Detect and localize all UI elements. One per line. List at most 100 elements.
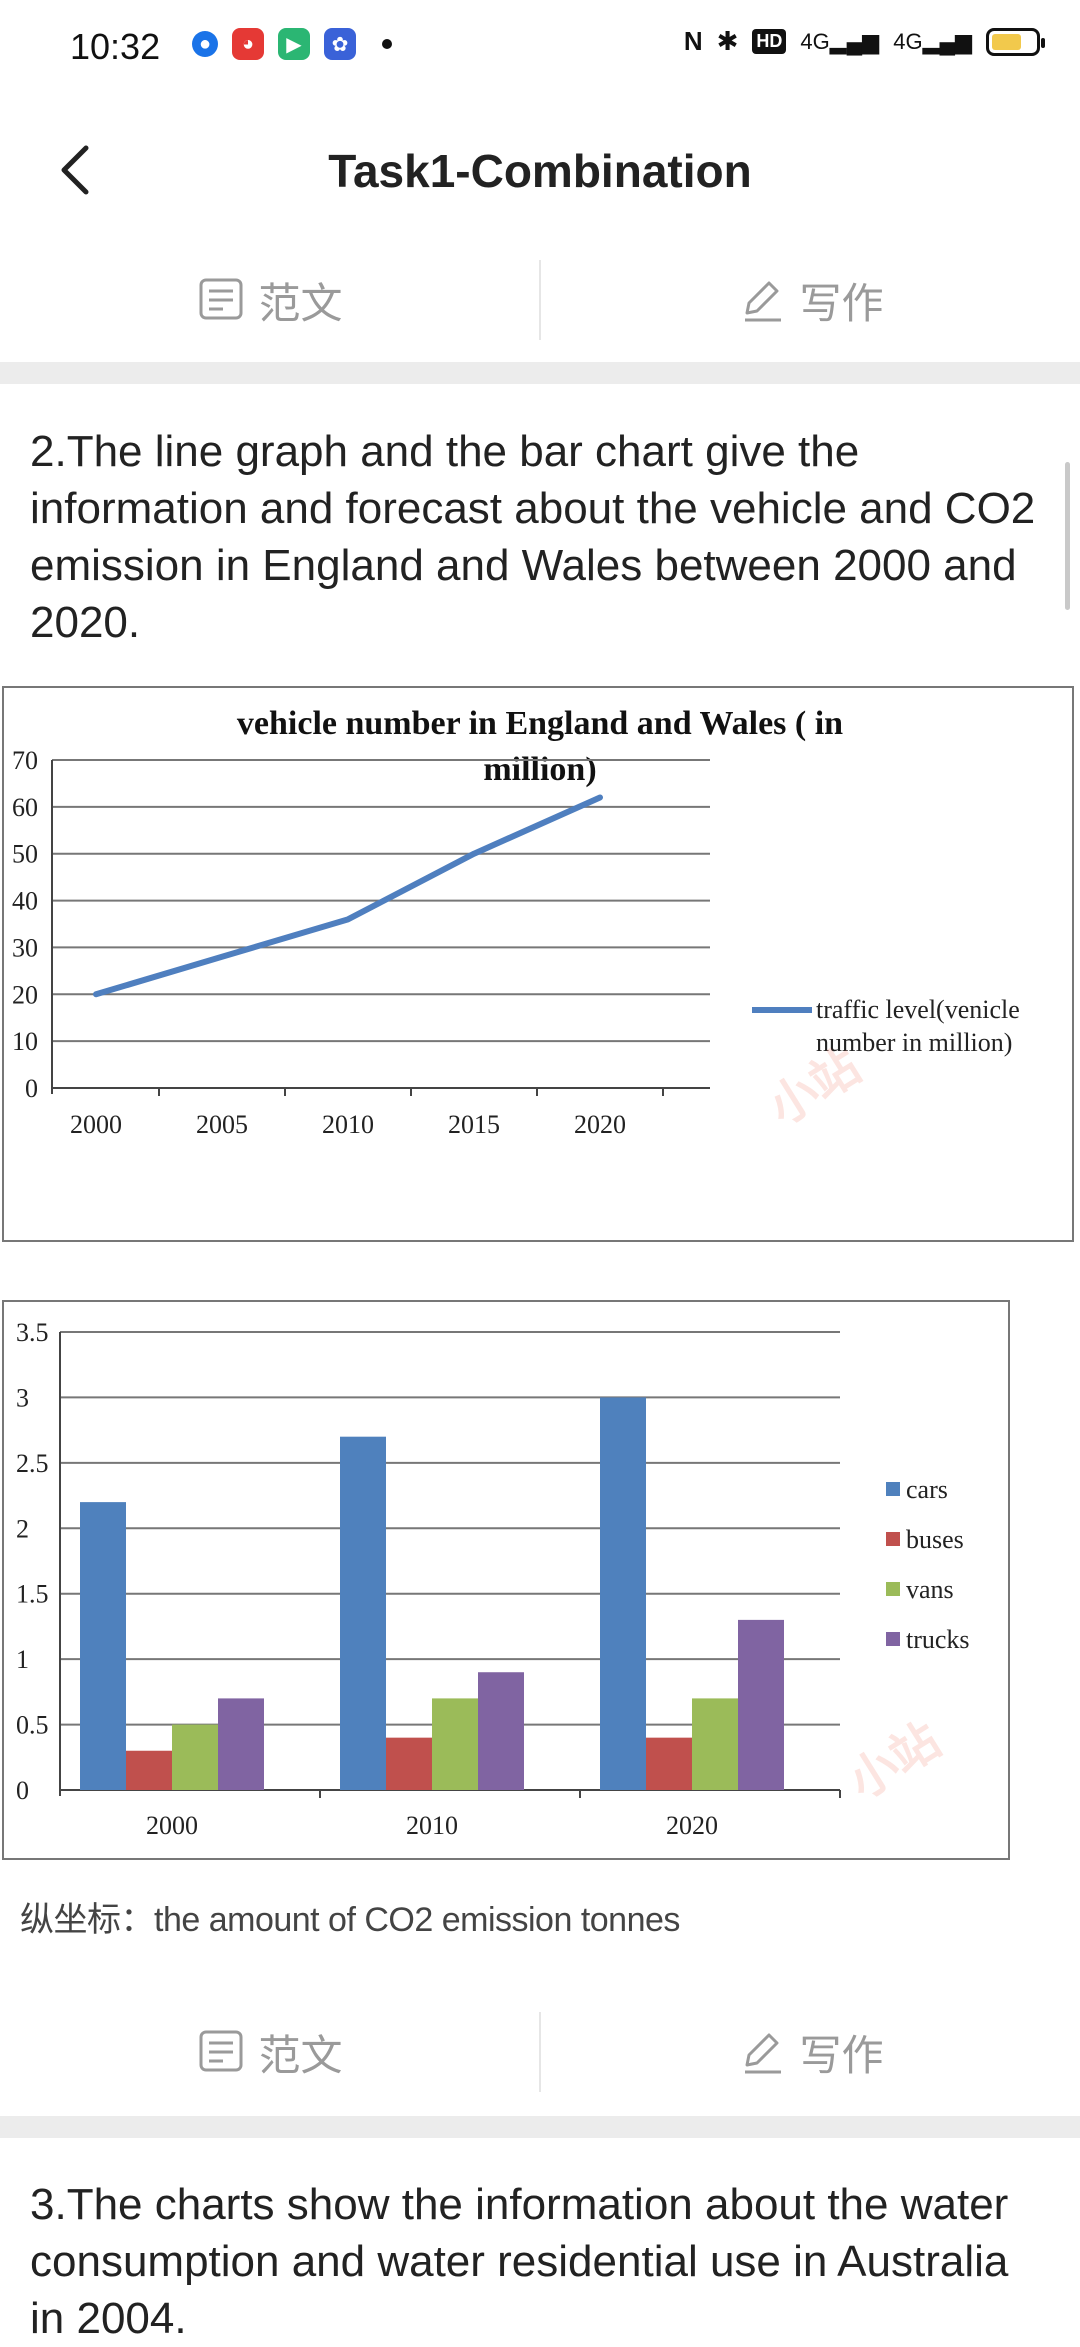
page-title: Task1-Combination — [328, 145, 752, 197]
x-tick-label: 2010 — [322, 1110, 374, 1139]
y-tick-label: 40 — [12, 887, 38, 916]
y-tick-label: 20 — [12, 980, 38, 1009]
app-paw-icon: ✿ — [324, 28, 356, 60]
y-tick-label: 1 — [16, 1645, 29, 1674]
series-point — [473, 853, 475, 855]
bar-trucks-2010 — [478, 1672, 524, 1790]
bar-cars-2000 — [80, 1502, 126, 1790]
chart-title-line: vehicle number in England and Wales ( in — [237, 705, 843, 742]
x-tick-label: 2020 — [666, 1811, 718, 1840]
status-time: 10:32 — [70, 26, 161, 67]
y-tick-label: 2.5 — [16, 1449, 49, 1478]
more-notifications-dot-icon — [382, 39, 392, 49]
legend-label-trucks: trucks — [906, 1625, 970, 1654]
section-separator-2 — [0, 2116, 1080, 2138]
signal-2-icon: 4G▂▄▆ — [893, 28, 972, 54]
series-point — [221, 956, 223, 958]
question-3-text: 3.The charts show the information about … — [30, 2180, 1009, 2343]
y-tick-label: 3.5 — [16, 1318, 49, 1347]
status-bar: 10:32 ● ◕ ▶ ✿ N ✱ HD 4G▂▄▆ 4G▂▄▆ — [0, 0, 1080, 96]
sample-essay-label-2: 范文 — [258, 2031, 343, 2079]
action-divider-2 — [539, 2012, 541, 2092]
y-tick-label: 0 — [25, 1074, 38, 1103]
document-icon — [199, 278, 243, 320]
bar-vans-2010 — [432, 1698, 478, 1790]
legend-swatch-cars — [886, 1482, 900, 1496]
write-label: 写作 — [799, 279, 884, 327]
status-indicators: N ✱ HD 4G▂▄▆ 4G▂▄▆ — [683, 26, 1045, 57]
legend-swatch-buses — [886, 1532, 900, 1546]
y-tick-label: 0 — [16, 1776, 29, 1805]
sample-essay-label: 范文 — [258, 279, 343, 327]
chevron-left-icon — [61, 145, 89, 195]
y-tick-label: 70 — [12, 746, 38, 775]
legend-label-cars: cars — [906, 1475, 948, 1504]
legend-swatch-vans — [886, 1582, 900, 1596]
bar-vans-2020 — [692, 1698, 738, 1790]
sample-essay-button[interactable]: 范文 — [0, 250, 539, 350]
section-separator — [0, 362, 1080, 384]
battery-fill — [992, 33, 1022, 50]
nfc-icon: N — [683, 26, 703, 56]
y-tick-label: 10 — [12, 1027, 38, 1056]
x-tick-label: 2005 — [196, 1110, 248, 1139]
y-tick-label: 60 — [12, 793, 38, 822]
pencil-icon — [745, 281, 782, 322]
bar-buses-2020 — [646, 1737, 692, 1790]
y-tick-label: 50 — [12, 840, 38, 869]
x-tick-label: 2015 — [448, 1110, 500, 1139]
action-bar-bottom: 范文 写作 — [0, 2002, 1080, 2102]
bar-chart-svg: 0 0.5 1 1.5 2 2.5 3 3.5 2000 2010 2020 cars buses van… — [16, 1318, 970, 1840]
bar-trucks-2000 — [218, 1698, 264, 1790]
chart-caption: 纵坐标：the amount of CO2 emission tonnes — [20, 1901, 680, 1939]
top-bar: Task1-Combination — [0, 110, 1080, 230]
bluetooth-icon: ✱ — [716, 26, 739, 56]
legend-label-buses: buses — [906, 1525, 964, 1554]
write-button-2[interactable]: 写作 — [541, 2002, 1080, 2102]
series-point — [95, 993, 97, 995]
y-tick-label: 30 — [12, 933, 38, 962]
action-divider — [539, 260, 541, 340]
y-tick-label: 1.5 — [16, 1580, 49, 1609]
battery-icon — [986, 27, 1045, 56]
status-app-icons: ● ◕ ▶ ✿ — [192, 28, 392, 60]
x-tick-label: 2000 — [70, 1110, 122, 1139]
series-point — [599, 796, 601, 798]
x-tick-label: 2000 — [146, 1811, 198, 1840]
chart-title-line: million) — [483, 751, 596, 788]
bar-buses-2000 — [126, 1750, 172, 1790]
y-tick-label: 3 — [16, 1383, 29, 1412]
y-tick-label: 0.5 — [16, 1711, 49, 1740]
bar-cars-2010 — [340, 1436, 386, 1790]
bar-buses-2010 — [386, 1737, 432, 1790]
question-2-text: 2.The line graph and the bar chart give … — [30, 427, 1036, 647]
back-button[interactable] — [48, 140, 108, 200]
app-notification-icon: ● — [192, 31, 218, 57]
app-mascot-icon: ◕ — [232, 28, 264, 60]
legend-swatch-trucks — [886, 1632, 900, 1646]
legend-label-vans: vans — [906, 1575, 954, 1604]
signal-1-icon: 4G▂▄▆ — [800, 28, 880, 54]
series-point — [347, 918, 349, 920]
legend-label: traffic level(venicle — [816, 995, 1020, 1024]
bar-chart: 0 0.5 1 1.5 2 2.5 3 3.5 2000 2010 2020 cars buses van… — [2, 1300, 1010, 1860]
action-bar-top: 范文 写作 — [0, 250, 1080, 350]
legend-label: number in million) — [816, 1028, 1012, 1057]
x-tick-label: 2020 — [574, 1110, 626, 1139]
hd-badge: HD — [752, 29, 787, 54]
app-video-icon: ▶ — [278, 28, 310, 60]
write-label-2: 写作 — [799, 2031, 884, 2079]
line-chart-svg: vehicle number in England and Wales ( in… — [12, 705, 1020, 1139]
sample-essay-button-2[interactable]: 范文 — [0, 2002, 539, 2102]
bar-vans-2000 — [172, 1724, 218, 1790]
bar-trucks-2020 — [738, 1619, 784, 1790]
document-icon — [199, 2030, 243, 2072]
x-tick-label: 2010 — [406, 1811, 458, 1840]
series-line-traffic-level — [93, 794, 603, 998]
write-button[interactable]: 写作 — [541, 250, 1080, 350]
pencil-icon — [745, 2033, 782, 2074]
scrollbar-thumb[interactable] — [1065, 462, 1070, 610]
y-tick-label: 2 — [16, 1514, 29, 1543]
bar-cars-2020 — [600, 1397, 646, 1790]
line-chart: vehicle number in England and Wales ( in… — [2, 686, 1074, 1242]
